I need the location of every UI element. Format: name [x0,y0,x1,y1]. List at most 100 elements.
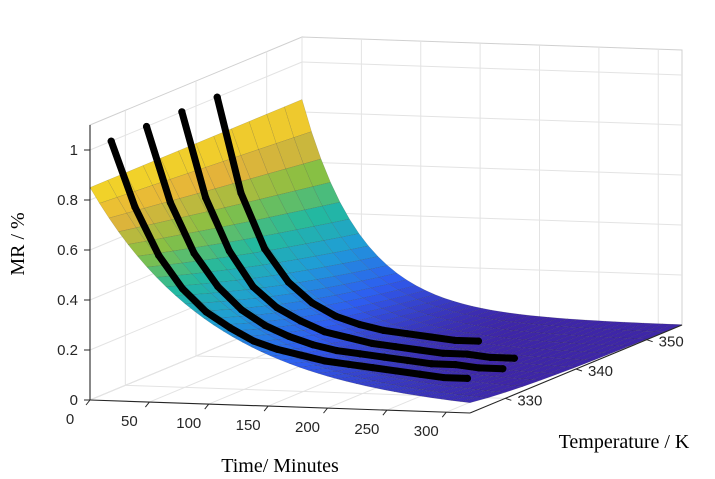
z-tick-label: 0.2 [57,342,78,359]
data-point [440,373,448,382]
grid-line [89,61,303,151]
data-point [202,308,210,316]
x-tick-label: 200 [295,419,320,436]
data-point [415,346,423,354]
grid-line [301,111,683,126]
series-1-line [107,137,471,382]
data-point [178,285,187,293]
data-point [451,360,459,369]
x-tick-label: 300 [414,423,439,440]
series-2-line [143,123,507,373]
x-tick [323,407,328,414]
grid-line [301,61,683,76]
x-tick-label: 0 [66,411,74,428]
y-tick-label: 330 [517,392,542,409]
data-point [155,251,163,259]
data-point [368,364,377,372]
data-point [416,370,424,378]
z-tick-label: 0.8 [57,192,78,209]
data-point [190,249,198,257]
data-point [463,350,471,358]
data-point [487,353,495,362]
surface-patch [513,379,541,387]
x-tick [263,405,269,412]
y-tick [646,339,653,343]
surface-patch [619,338,647,347]
data-point [273,345,282,353]
x-axis-label: Time/ Minutes [221,455,339,477]
x-tick [382,409,388,416]
data-point [321,357,329,365]
y-tick [575,368,583,372]
data-point [166,198,174,206]
data-point [131,203,139,211]
data-point [404,356,412,365]
x-tick-label: 50 [121,413,138,430]
data-point [107,137,115,145]
data-point [392,343,400,351]
y-tick-label: 350 [659,334,684,351]
data-point [309,341,317,349]
data-point [344,333,352,342]
data-point [451,336,459,344]
data-point [499,365,507,373]
data-point [332,312,340,320]
data-point [345,360,353,368]
data-point [463,374,472,382]
data-point [510,354,518,362]
y-tick [505,397,512,401]
data-point [213,93,221,101]
data-point [237,306,246,314]
data-point [261,245,269,253]
data-point [297,317,305,325]
data-point [202,194,210,202]
series-4-line [213,93,482,345]
data-point [368,339,376,347]
z-tick-label: 0.4 [57,292,78,309]
data-point [297,351,305,359]
data-point [226,324,234,332]
data-point [379,326,388,334]
data-point [142,122,151,131]
data-point [403,330,411,338]
data-point [356,320,364,329]
data-point [178,108,186,116]
data-point [308,299,316,307]
x-tick-label: 100 [176,415,201,432]
x-axis-line [89,399,471,414]
data-point [332,346,341,355]
z-tick-label: 0.6 [57,242,78,259]
x-tick-label: 150 [236,417,261,434]
x-tick [144,401,150,408]
surface-patch [478,391,506,399]
grid-line [301,211,683,226]
z-axis-label: MR / % [7,212,29,275]
surface-patch [495,385,524,393]
data-point [284,278,293,286]
data-point [356,350,364,358]
grid-line [301,161,683,176]
z-tick-label: 0 [70,392,78,409]
data-point [320,328,328,336]
x-tick [441,411,447,418]
data-point [273,304,281,312]
data-point [261,321,269,330]
data-point [214,282,222,291]
data-point [427,333,435,341]
surface [89,99,683,403]
data-point [474,337,483,345]
data-point [380,353,388,361]
data-point [225,247,233,255]
tick-labels: 0 50 100 150 200 250 300 330 340 350 0 0.2 0.4 0.6 0.8… [57,142,684,440]
data-series [107,93,518,382]
data-point [475,364,483,372]
x-tick-label: 250 [354,421,379,438]
x-tick [85,399,91,406]
data-point [285,332,293,341]
data-point [392,367,400,375]
data-point [439,349,447,357]
data-point [427,360,436,368]
y-tick-label: 340 [588,363,613,380]
surface-patch [460,396,488,403]
